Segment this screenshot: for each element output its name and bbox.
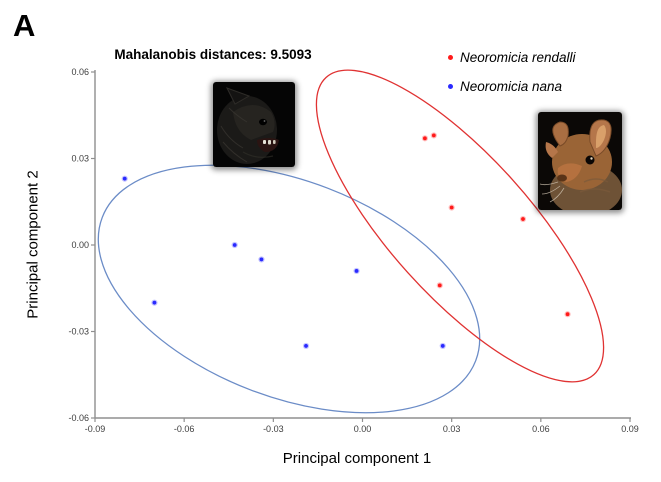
- x-axis-title: Principal component 1: [282, 450, 432, 467]
- y-axis-title: Principal component 2: [24, 170, 42, 319]
- data-point-nana: [152, 300, 157, 305]
- x-tick-label: 0.09: [621, 424, 639, 434]
- data-point-nana: [259, 257, 264, 262]
- y-tick-label: -0.06: [68, 413, 89, 423]
- x-tick-label: -0.03: [263, 424, 284, 434]
- x-tick-label: -0.06: [174, 424, 195, 434]
- data-point-nana: [304, 344, 308, 348]
- legend-label-rendalli: Neoromicia rendalli: [460, 49, 576, 65]
- x-tick-label: 0.06: [532, 424, 550, 434]
- data-point-rendalli: [423, 136, 427, 141]
- legend-label-nana: Neoromicia nana: [460, 78, 563, 94]
- x-tick-label: 0.03: [443, 424, 461, 434]
- confidence-ellipse-rendalli: [315, 69, 605, 383]
- legend-item-rendalli: Neoromicia rendalli: [448, 46, 648, 68]
- nana-marker-icon: [448, 83, 453, 89]
- nana-photo-image: [213, 82, 295, 167]
- legend: Neoromicia rendalli Neoromicia nana: [448, 46, 648, 104]
- y-tick-label: 0.03: [71, 154, 89, 164]
- x-tick-label: 0.00: [354, 424, 372, 434]
- chart-title: Mahalanobis distances: 9.5093: [114, 47, 312, 62]
- legend-item-nana: Neoromicia nana: [448, 75, 648, 97]
- data-point-rendalli: [449, 205, 454, 210]
- data-point-nana: [354, 269, 359, 273]
- data-point-nana: [232, 243, 237, 247]
- rendalli-photo-image: [538, 112, 622, 210]
- data-point-nana: [122, 176, 127, 181]
- confidence-ellipse-nana: [97, 164, 481, 414]
- rendalli-marker-icon: [448, 54, 453, 60]
- y-tick-label: 0.00: [71, 240, 89, 250]
- data-point-rendalli: [521, 217, 525, 221]
- data-point-nana: [440, 344, 445, 348]
- x-tick-label: -0.09: [85, 424, 106, 434]
- y-tick-label: -0.03: [68, 327, 89, 337]
- y-tick-label: 0.06: [71, 67, 89, 77]
- data-point-rendalli: [565, 312, 570, 317]
- data-point-rendalli: [437, 283, 442, 288]
- data-point-rendalli: [431, 133, 436, 138]
- panel-label: A: [13, 8, 36, 43]
